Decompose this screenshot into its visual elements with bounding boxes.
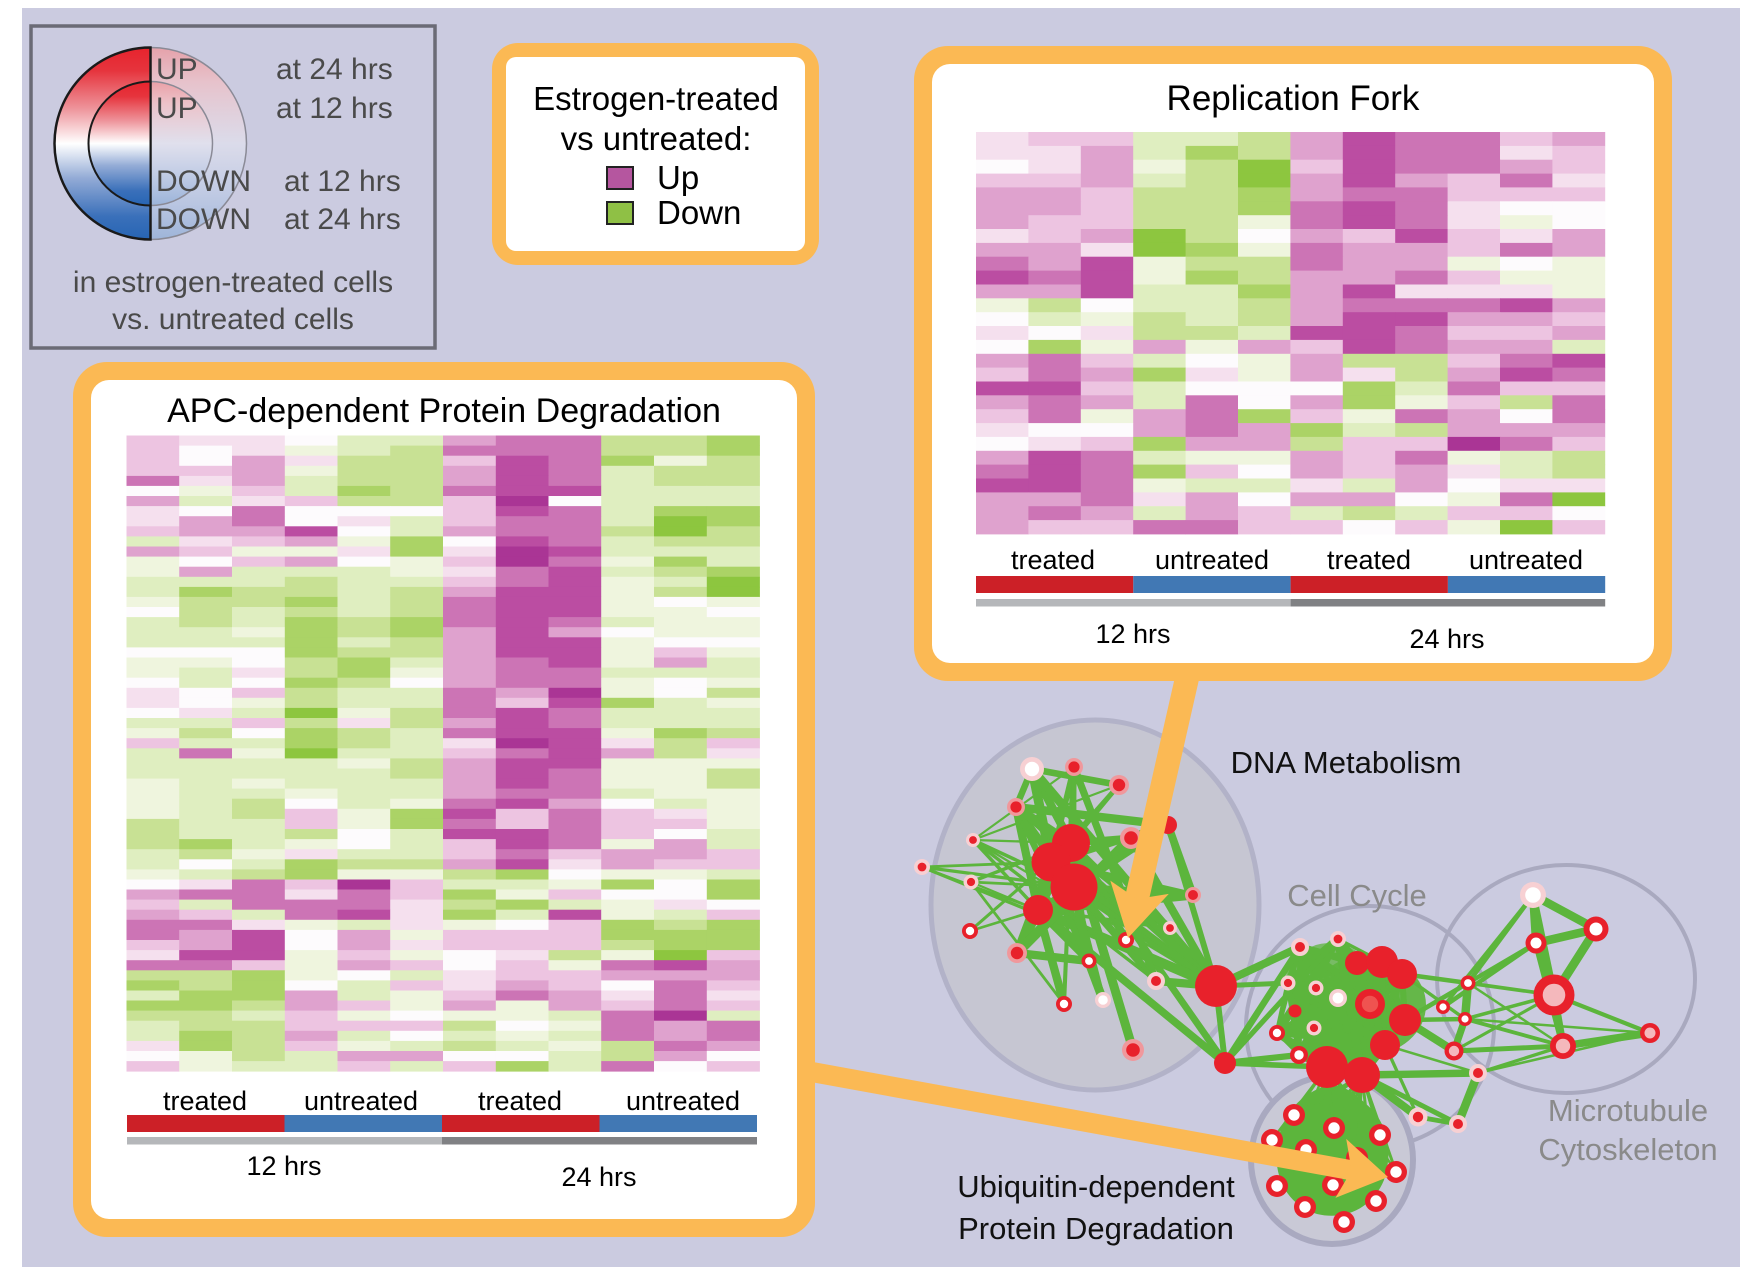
svg-text:treated: treated [478, 1086, 562, 1116]
svg-text:treated: treated [163, 1086, 247, 1116]
svg-text:Microtubule: Microtubule [1548, 1093, 1708, 1128]
svg-text:Down: Down [657, 194, 741, 231]
svg-text:Cytoskeleton: Cytoskeleton [1538, 1132, 1717, 1167]
svg-text:vs. untreated cells: vs. untreated cells [112, 303, 354, 336]
svg-text:at 24 hrs: at 24 hrs [284, 203, 401, 236]
svg-text:DNA Metabolism: DNA Metabolism [1231, 745, 1462, 780]
svg-text:Up: Up [657, 159, 699, 196]
svg-text:at 12 hrs: at 12 hrs [284, 165, 401, 198]
svg-text:at 24 hrs: at 24 hrs [276, 53, 393, 86]
svg-text:treated: treated [1011, 545, 1095, 575]
svg-text:Ubiquitin-dependent: Ubiquitin-dependent [957, 1169, 1235, 1204]
svg-text:at 12 hrs: at 12 hrs [276, 92, 393, 125]
svg-text:12 hrs: 12 hrs [246, 1151, 321, 1181]
svg-text:Estrogen-treated: Estrogen-treated [533, 80, 779, 117]
svg-text:DOWN: DOWN [156, 203, 251, 236]
svg-text:UP: UP [156, 92, 198, 125]
svg-text:untreated: untreated [304, 1086, 418, 1116]
svg-text:DOWN: DOWN [156, 165, 251, 198]
svg-text:Cell Cycle: Cell Cycle [1287, 878, 1427, 913]
svg-text:24 hrs: 24 hrs [1409, 624, 1484, 654]
svg-text:12 hrs: 12 hrs [1095, 619, 1170, 649]
svg-text:UP: UP [156, 53, 198, 86]
svg-text:untreated: untreated [1155, 545, 1269, 575]
svg-text:untreated: untreated [1469, 545, 1583, 575]
svg-text:Protein Degradation: Protein Degradation [958, 1211, 1234, 1246]
svg-text:untreated: untreated [626, 1086, 740, 1116]
svg-text:vs untreated:: vs untreated: [561, 120, 752, 157]
svg-text:Replication Fork: Replication Fork [1167, 79, 1420, 118]
svg-text:APC-dependent Protein Degradat: APC-dependent Protein Degradation [167, 392, 721, 430]
svg-text:in estrogen-treated cells: in estrogen-treated cells [73, 266, 393, 299]
svg-text:24 hrs: 24 hrs [561, 1162, 636, 1192]
svg-text:treated: treated [1327, 545, 1411, 575]
